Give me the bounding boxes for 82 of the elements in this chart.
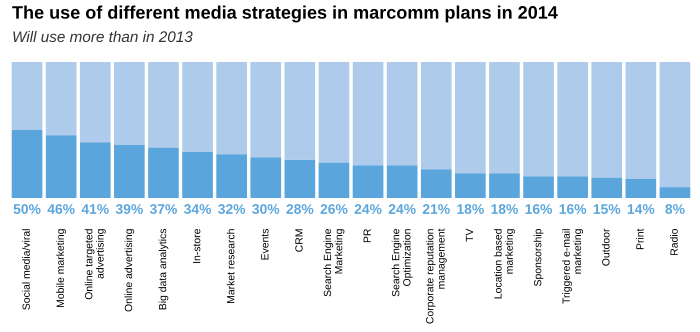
bar [182, 62, 213, 152]
data-label: 16% [526, 204, 552, 214]
data-label: 26% [320, 204, 348, 214]
bar [284, 62, 316, 160]
data-label: 18% [457, 204, 484, 214]
bar [660, 187, 690, 198]
bar [216, 154, 247, 198]
x-tick-label: Social media/viral [22, 229, 30, 310]
bar [591, 178, 622, 198]
bar [114, 144, 145, 198]
bar [318, 62, 350, 163]
x-tick-label: Search Engine Marketing [323, 229, 344, 296]
bar [455, 174, 486, 198]
bar [557, 176, 588, 198]
bar [80, 142, 111, 198]
data-label: 41% [82, 204, 109, 214]
bar [114, 62, 145, 145]
x-tick-label: Online advertising [124, 229, 134, 312]
data-label: 24% [354, 204, 382, 214]
data-label: 30% [252, 204, 280, 214]
x-tick-label: Sponsorship [534, 228, 544, 286]
data-label: 24% [388, 204, 416, 214]
x-tick-label: Print [636, 228, 644, 250]
bar [557, 62, 588, 176]
bar [626, 178, 656, 198]
data-label: 46% [47, 204, 75, 214]
x-tick-label: CRM [295, 229, 303, 252]
x-tick-label: Online targeted advertising [84, 229, 106, 300]
x-tick-label: Big data analytics [158, 228, 168, 310]
bar [352, 62, 384, 166]
data-label: 15% [594, 204, 620, 214]
bar [386, 165, 418, 198]
bar [12, 62, 42, 130]
bar [420, 62, 452, 170]
bar [489, 174, 520, 198]
data-label: 39% [116, 204, 143, 214]
bar [216, 62, 247, 154]
bar [660, 62, 690, 188]
bar [148, 148, 179, 198]
x-tick-label: In-store [193, 229, 200, 263]
x-tick-label: Events [261, 228, 269, 260]
x-tick-label: Market research [226, 229, 234, 303]
bar [591, 62, 622, 178]
bar [352, 165, 384, 198]
bar [80, 62, 111, 142]
bar [284, 160, 316, 198]
x-tick-label: Corporate reputation management [426, 228, 447, 324]
bar [46, 62, 76, 136]
data-label: 28% [286, 204, 314, 214]
bar [420, 169, 452, 198]
chart-title: The use of different media strategies in marcomm plans in 2014 [12, 6, 558, 22]
chart-subtitle: Will use more than in 2013 [13, 30, 193, 42]
x-tick-label: Location based marketing [494, 229, 515, 298]
bar [489, 62, 520, 174]
data-label: 14% [628, 204, 654, 214]
bar [386, 62, 418, 166]
data-label: 50% [14, 204, 41, 214]
x-tick-label: Outdoor [602, 228, 610, 266]
x-tick-label: Search Engine Optimization [392, 229, 413, 296]
data-label: 37% [150, 204, 177, 214]
x-tick-label: PR [364, 229, 371, 242]
bar [318, 162, 350, 198]
bar [523, 62, 554, 176]
x-tick-label: TV [466, 228, 474, 242]
data-label: 18% [491, 204, 518, 214]
data-label: 32% [218, 204, 246, 214]
data-label: 8% [665, 204, 685, 214]
bar [523, 176, 554, 198]
bar [182, 152, 213, 198]
bar [250, 157, 282, 198]
x-tick-label: Mobile marketing [56, 229, 66, 308]
x-tick-label: Radio [670, 228, 678, 255]
x-tick-label: Triggered e-mail marketing [562, 229, 584, 304]
bar [250, 62, 282, 158]
bar [12, 130, 42, 198]
bar [148, 62, 179, 148]
data-label: 16% [560, 204, 586, 214]
data-label: 21% [422, 204, 450, 214]
bar [46, 135, 76, 198]
bar [626, 62, 656, 179]
data-label: 34% [184, 204, 212, 214]
bar [455, 62, 486, 174]
